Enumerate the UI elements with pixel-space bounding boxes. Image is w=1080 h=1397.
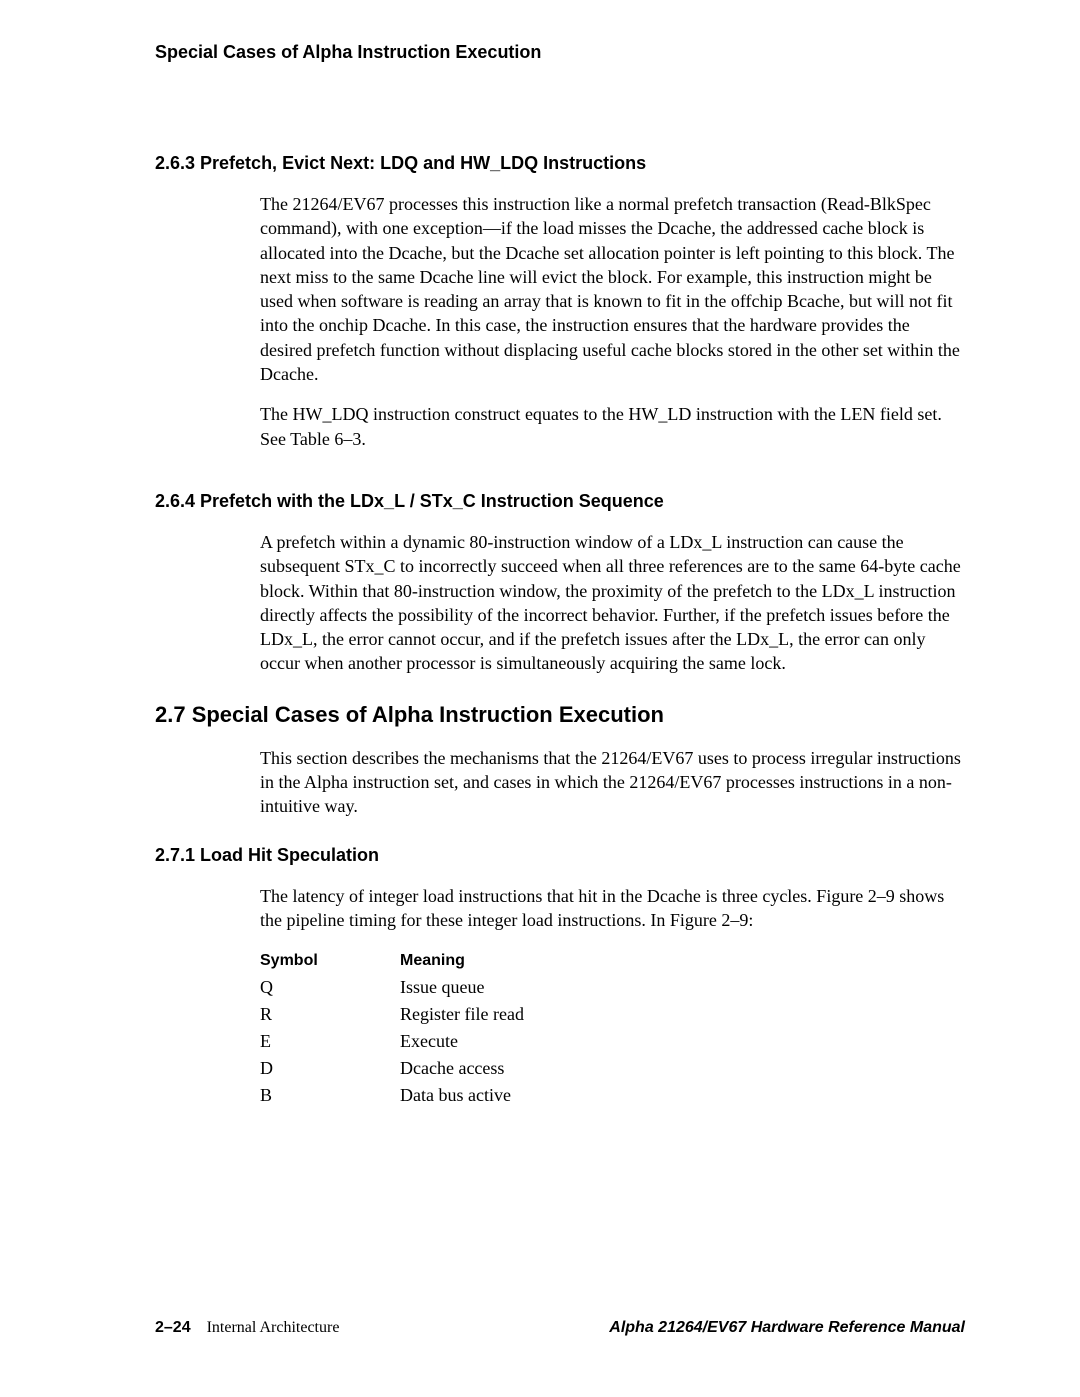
table-row: D Dcache access (260, 1055, 524, 1082)
section-2-6-3: 2.6.3 Prefetch, Evict Next: LDQ and HW_L… (155, 153, 965, 451)
para-2-6-4-1: A prefetch within a dynamic 80-instructi… (260, 530, 965, 676)
symbol-table: Symbol Meaning Q Issue queue R Register … (260, 948, 524, 1109)
table-row: R Register file read (260, 1001, 524, 1028)
cell-meaning: Dcache access (400, 1055, 524, 1082)
col-header-meaning: Meaning (400, 948, 524, 974)
cell-meaning: Execute (400, 1028, 524, 1055)
cell-meaning: Issue queue (400, 974, 524, 1001)
heading-2-7: 2.7 Special Cases of Alpha Instruction E… (155, 702, 965, 728)
col-header-symbol: Symbol (260, 948, 400, 974)
footer-page-number: 2–24 (155, 1319, 191, 1336)
para-2-6-3-1: The 21264/EV67 processes this instructio… (260, 192, 965, 386)
footer-left: 2–24 Internal Architecture (155, 1319, 339, 1337)
para-2-7-1-1: The latency of integer load instructions… (260, 884, 965, 933)
para-2-7-1: This section describes the mechanisms th… (260, 746, 965, 819)
heading-2-6-4: 2.6.4 Prefetch with the LDx_L / STx_C In… (155, 491, 965, 512)
heading-2-6-3: 2.6.3 Prefetch, Evict Next: LDQ and HW_L… (155, 153, 965, 174)
cell-meaning: Register file read (400, 1001, 524, 1028)
para-2-6-3-2: The HW_LDQ instruction construct equates… (260, 402, 965, 451)
cell-symbol: B (260, 1082, 400, 1109)
table-header-row: Symbol Meaning (260, 948, 524, 974)
heading-2-7-1: 2.7.1 Load Hit Speculation (155, 845, 965, 866)
cell-symbol: Q (260, 974, 400, 1001)
table-row: E Execute (260, 1028, 524, 1055)
section-2-7: 2.7 Special Cases of Alpha Instruction E… (155, 702, 965, 819)
section-2-6-4: 2.6.4 Prefetch with the LDx_L / STx_C In… (155, 491, 965, 676)
page-footer: 2–24 Internal Architecture Alpha 21264/E… (155, 1319, 965, 1337)
section-2-7-1: 2.7.1 Load Hit Speculation The latency o… (155, 845, 965, 1110)
footer-chapter-name: Internal Architecture (207, 1319, 340, 1336)
cell-symbol: D (260, 1055, 400, 1082)
cell-meaning: Data bus active (400, 1082, 524, 1109)
table-row: Q Issue queue (260, 974, 524, 1001)
cell-symbol: E (260, 1028, 400, 1055)
footer-manual-title: Alpha 21264/EV67 Hardware Reference Manu… (609, 1319, 965, 1337)
running-head: Special Cases of Alpha Instruction Execu… (155, 42, 965, 63)
cell-symbol: R (260, 1001, 400, 1028)
table-row: B Data bus active (260, 1082, 524, 1109)
